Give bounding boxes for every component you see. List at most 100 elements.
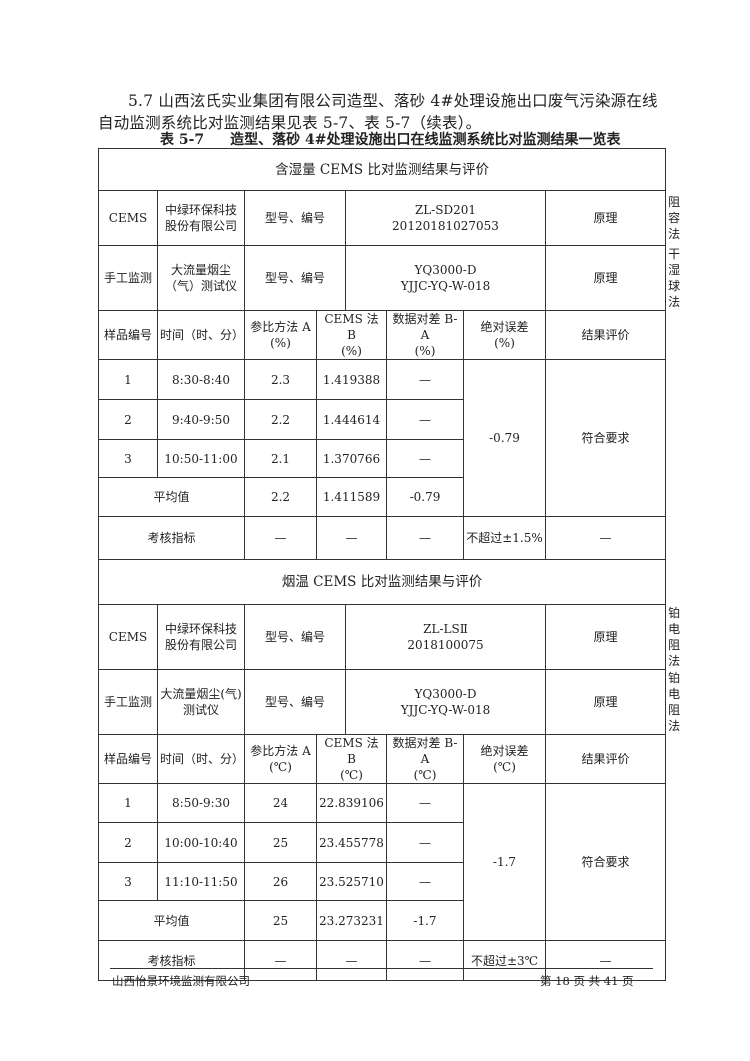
footer-page-number: 第 18 页 共 41 页 [540,974,634,988]
criteria-result: — [544,516,667,560]
cems-value: 1.419388 [316,359,387,400]
cems-value: 23.455778 [316,822,387,863]
column-header: 结果评价 [544,734,667,784]
manual-principle-label: 原理 [544,245,667,311]
criteria-cems: — [316,516,387,560]
average-difference: -0.79 [386,477,464,517]
cems-label: CEMS [98,604,158,670]
criteria-absolute-error: 不超过±1.5% [463,516,546,560]
average-reference: 25 [244,900,317,941]
manual-model: YQ3000-D YJJC-YQ-W-018 [345,669,546,735]
criteria-result: — [544,940,667,981]
footer-company: 山西怡景环境监测有限公司 [112,974,250,988]
manual-label: 手工监测 [98,669,158,735]
table-row: 平均值 25 23.273231 -1.7 [98,900,666,941]
cems-model: ZL-LSⅡ 2018100075 [345,604,546,670]
cems-model-label: 型号、编号 [244,190,346,246]
manual-principle-label: 原理 [544,669,667,735]
table-row: 含湿量 CEMS 比对监测结果与评价 [97,148,667,191]
difference: — [386,359,464,400]
absolute-error: -0.79 [463,359,546,517]
section-title: 含湿量 CEMS 比对监测结果与评价 [97,148,667,191]
reference-value: 2.3 [244,359,317,400]
reference-value: 2.2 [244,399,317,440]
manual-model: YQ3000-D YJJC-YQ-W-018 [345,245,546,311]
table-row: 样品编号 时间（时、分） 参比方法 A (%) CEMS 法 B (%) 数据对差 B-A(… [98,310,667,360]
table-row: 3 10:50-11:00 2.1 1.370766— [98,439,666,478]
average-cems: 23.273231 [316,900,387,941]
table-caption: 表 5-7 造型、落砂 4#处理设施出口在线监测系统比对监测结果一览表 [160,129,647,149]
manual-model-label: 型号、编号 [244,669,346,735]
manual-model-label: 型号、编号 [244,245,346,311]
table-row: 平均值 2.2 1.411589 -0.79 [98,477,666,517]
manual-maker: 大流量烟尘（气）测试仪 [157,245,245,311]
intro-paragraph: 5.7 山西泫氏实业集团有限公司造型、落砂 4#处理设施出口废气污染源在线自动监… [98,92,658,132]
sample-number: 3 [98,862,158,901]
column-header: 结果评价 [544,310,667,360]
absolute-error: -1.7 [463,783,546,941]
footer-divider [110,968,653,969]
average-reference: 2.2 [244,477,317,517]
result-evaluation: 符合要求 [544,783,667,941]
column-header: 样品编号 [98,310,158,360]
manual-label: 手工监测 [98,245,158,311]
column-header: CEMS 法 B (%) [316,310,387,360]
column-header: 绝对误差 (%) [463,310,546,360]
column-header: 样品编号 [98,734,158,784]
sample-number: 1 [98,783,158,823]
table-row: 手工监测 大流量烟尘（气）测试仪 型号、编号 YQ3000-D YJJC-YQ-W-01… [98,245,680,311]
column-header: 参比方法 A (%) [244,310,317,360]
sample-number: 2 [98,822,158,863]
column-header: 数据对差 B-A (%) [386,310,464,360]
table-row: CEMS 中绿环保科技股份有限公司 型号、编号 ZL-SD201 20120181027… [98,190,680,246]
difference: — [386,862,464,901]
cems-maker: 中绿环保科技股份有限公司 [157,190,245,246]
table-row: 手工监测 大流量烟尘(气)测试仪 型号、编号 YQ3000-D YJJC-YQ-W-01… [98,669,680,735]
criteria-difference: — [386,516,464,560]
sample-time: 8:30-8:40 [157,359,245,400]
sample-number: 1 [98,359,158,400]
average-cems: 1.411589 [316,477,387,517]
cems-principle-label: 原理 [544,604,667,670]
column-header: 时间（时、分） [157,734,245,784]
difference: — [386,399,464,440]
criteria-cems: — [316,940,387,981]
cems-label: CEMS [98,190,158,246]
criteria-reference: — [244,516,317,560]
table-number: 表 5-7 [160,132,205,148]
difference: — [386,822,464,863]
sample-time: 8:50-9:30 [157,783,245,823]
column-header: 数据对差 B-A (℃) [386,734,464,784]
column-header: 绝对误差 (℃) [463,734,546,784]
comparison-table: 含湿量 CEMS 比对监测结果与评价 CEMS 中绿环保科技股份有限公司 型号、编号 Z… [97,148,680,981]
sample-time: 10:00-10:40 [157,822,245,863]
sample-number: 3 [98,439,158,478]
table-row: 样品编号 时间（时、分） 参比方法 A (℃) CEMS 法 B (℃) 数据对差 B-A(… [98,734,667,784]
reference-value: 26 [244,862,317,901]
criteria-absolute-error: 不超过±3℃ [463,940,546,981]
table-row: 烟温 CEMS 比对监测结果与评价 [97,559,667,605]
cems-value: 1.444614 [316,399,387,440]
section-title: 烟温 CEMS 比对监测结果与评价 [97,559,667,605]
manual-maker: 大流量烟尘(气)测试仪 [157,669,245,735]
cems-maker: 中绿环保科技股份有限公司 [157,604,245,670]
table-row: CEMS 中绿环保科技股份有限公司 型号、编号 ZL-LSⅡ 2018100075 原理铂… [98,604,680,670]
criteria-label: 考核指标 [98,940,245,981]
reference-value: 24 [244,783,317,823]
cems-model: ZL-SD201 20120181027053 [345,190,546,246]
table-row: 1 8:50-9:30 24 22.839106— -1.7 符合要求 [98,783,667,941]
reference-value: 25 [244,822,317,863]
sample-number: 2 [98,399,158,440]
cems-value: 1.370766 [316,439,387,478]
cems-value: 22.839106 [316,783,387,823]
difference: — [386,783,464,823]
table-row: 2 10:00-10:40 25 23.455778— [98,822,666,863]
sample-time: 9:40-9:50 [157,399,245,440]
table-row: 1 8:30-8:40 2.3 1.419388— -0.79 符合要求 [98,359,667,517]
result-evaluation: 符合要求 [544,359,667,517]
column-header: 时间（时、分） [157,310,245,360]
table-title: 造型、落砂 4#处理设施出口在线监测系统比对监测结果一览表 [230,132,621,148]
average-label: 平均值 [98,900,245,941]
average-label: 平均值 [98,477,245,517]
cems-principle-label: 原理 [544,190,667,246]
